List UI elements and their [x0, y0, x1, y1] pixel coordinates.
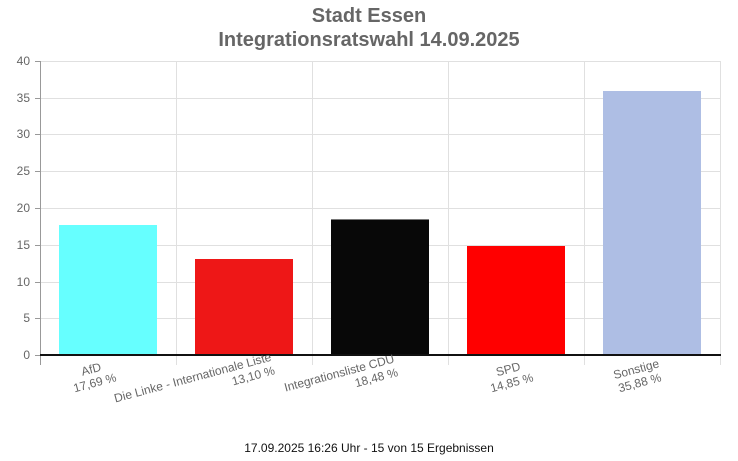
gridline	[40, 134, 720, 135]
footer-status: 17.09.2025 16:26 Uhr - 15 von 15 Ergebni…	[244, 441, 494, 455]
gridline	[40, 208, 720, 209]
y-tick-label: 10	[16, 275, 30, 289]
gridline	[720, 61, 721, 365]
y-tick-label: 15	[16, 238, 30, 252]
y-tick-label: 5	[23, 311, 30, 325]
y-tick-label: 40	[16, 54, 30, 68]
gridline	[40, 171, 720, 172]
y-tick	[35, 318, 40, 319]
y-tick-label: 25	[16, 164, 30, 178]
bar-integrationsliste-cdu[interactable]	[331, 219, 429, 356]
y-tick-label: 20	[16, 201, 30, 215]
chart-subtitle: Integrationsratswahl 14.09.2025	[218, 29, 520, 51]
gridline	[312, 61, 313, 365]
y-axis	[40, 61, 41, 365]
x-label-cdu: Integrationsliste CDU 18,48 %	[267, 352, 400, 413]
y-tick	[35, 134, 40, 135]
y-tick	[35, 98, 40, 99]
y-tick	[35, 245, 40, 246]
chart-title: Stadt Essen	[311, 5, 427, 27]
y-tick	[35, 61, 40, 62]
x-label-sonstige: Sonstige 35,88 %	[596, 352, 681, 400]
gridline	[40, 98, 720, 99]
bar-die-linke[interactable]	[195, 259, 293, 355]
gridline	[584, 61, 585, 365]
gridline	[448, 61, 449, 365]
y-tick-label: 35	[16, 91, 30, 105]
y-tick-label: 30	[16, 127, 30, 141]
y-tick	[35, 355, 40, 356]
bar-sonstige[interactable]	[603, 91, 701, 355]
y-tick	[35, 208, 40, 209]
x-label-spd: SPD 14,85 %	[468, 352, 553, 400]
y-tick	[35, 282, 40, 283]
gridline	[40, 61, 720, 62]
bar-afd[interactable]	[59, 225, 157, 355]
y-tick-label: 0	[23, 348, 30, 362]
x-axis	[40, 354, 721, 356]
bar-spd[interactable]	[467, 246, 565, 355]
y-tick	[35, 171, 40, 172]
gridline	[176, 61, 177, 365]
